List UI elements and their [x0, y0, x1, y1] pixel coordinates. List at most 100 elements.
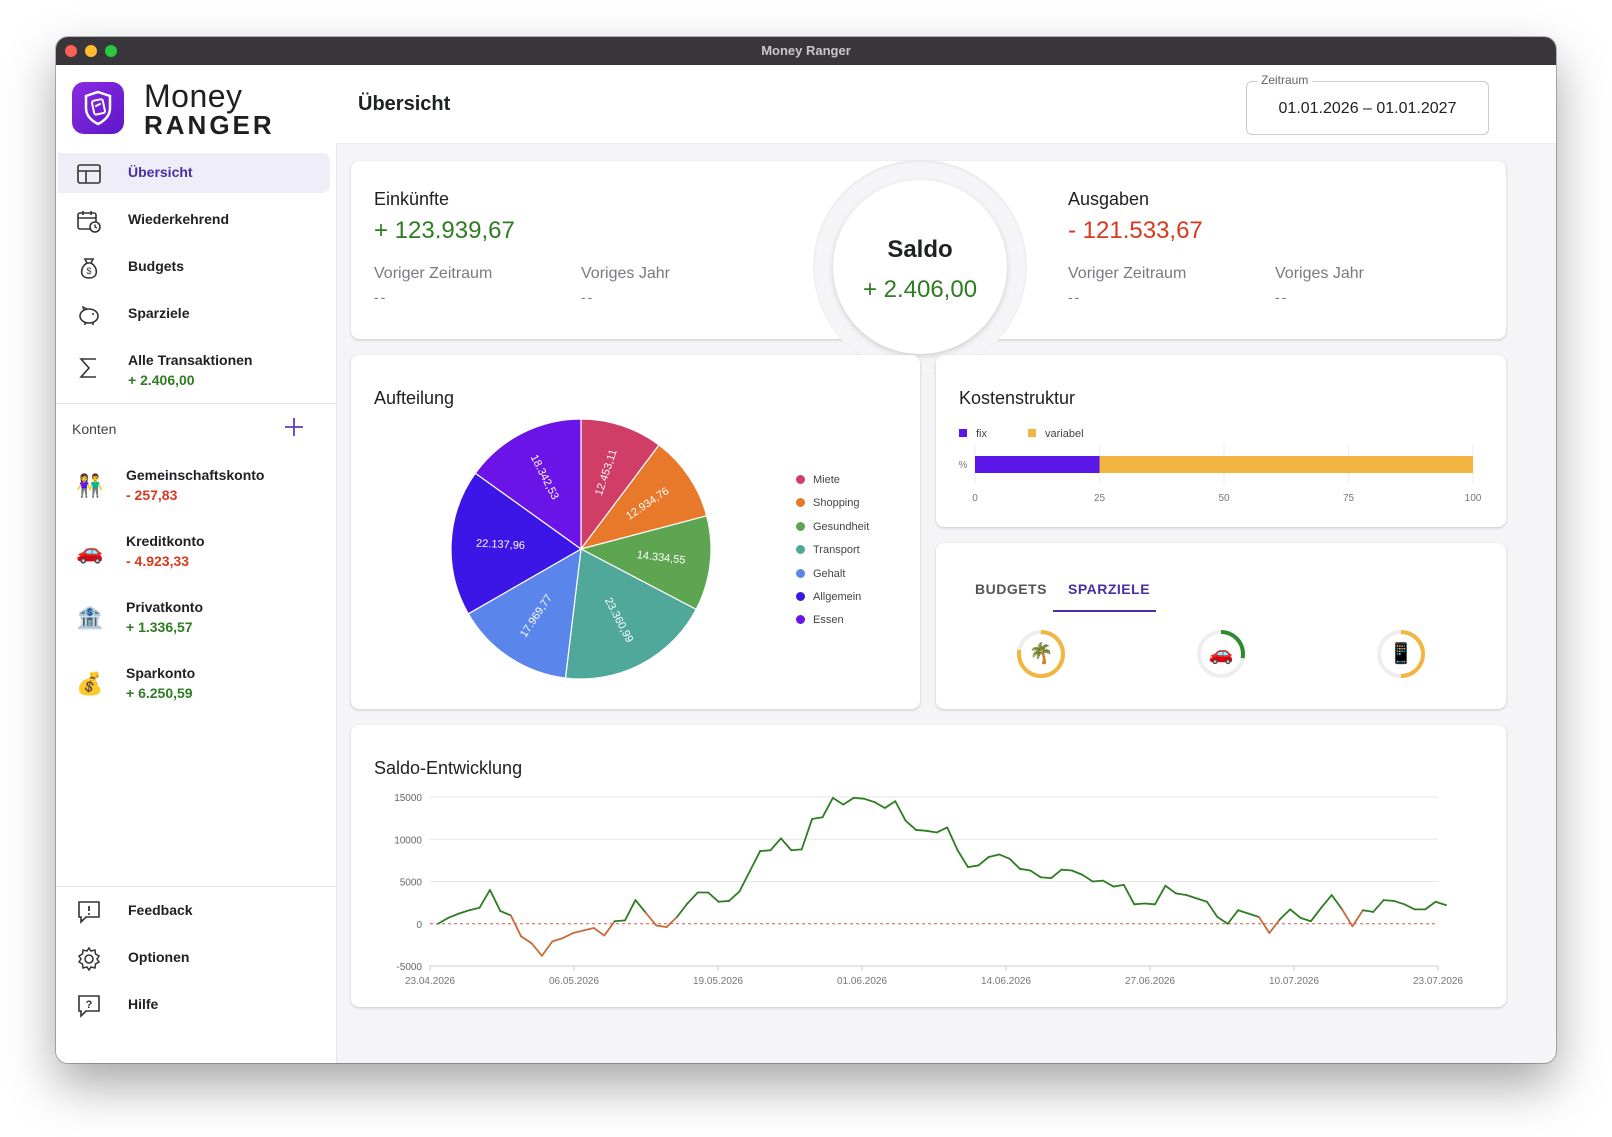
nav-item-budgets[interactable]: $ Budgets: [58, 247, 330, 287]
cost-bar-fix[interactable]: [975, 456, 1100, 473]
nav-item-sparziele[interactable]: Sparziele: [58, 294, 330, 334]
legend-swatch: [959, 429, 967, 437]
minimize-window-button[interactable]: [85, 45, 97, 57]
pie-slice-shopping[interactable]: [579, 444, 708, 551]
expenses-prev-period-value: --: [1068, 289, 1082, 305]
app-logo-icon: [72, 82, 124, 134]
page-title: Übersicht: [358, 93, 451, 115]
tick-label: 50: [1218, 493, 1230, 504]
goal-ring-progress: [1017, 630, 1065, 678]
pie-slice-allgemein[interactable]: [450, 472, 583, 615]
account-item-kreditkonto[interactable]: 🚗 Kreditkonto - 4.923,33: [56, 529, 336, 579]
saldo-line-segment: [1258, 916, 1271, 934]
add-account-icon[interactable]: [282, 415, 306, 439]
saldo-line-segment: [811, 816, 824, 820]
title-bar: Money Ranger: [56, 37, 1556, 65]
income-prev-year-value: --: [581, 289, 595, 305]
saldo-line-segment: [437, 916, 450, 925]
saldo-line-segment: [520, 935, 533, 945]
nav-label: Budgets: [128, 258, 184, 274]
x-tick-label: 19.05.2026: [693, 976, 743, 987]
people-icon: 👫: [76, 473, 104, 498]
savings-goal[interactable]: 📱: [1376, 629, 1426, 679]
saldo-line-segment: [1164, 884, 1177, 895]
x-tick-label: 23.04.2026: [405, 976, 455, 987]
dashboard-icon: [77, 164, 101, 184]
zoom-window-button[interactable]: [105, 45, 117, 57]
saldo-line-segment: [1029, 869, 1042, 879]
saldo-line-segment: [800, 818, 814, 851]
account-item-sparkonto[interactable]: 💰 Sparkonto + 6.250,59: [56, 661, 336, 711]
saldo-chart-title: Saldo-Entwicklung: [374, 758, 523, 778]
pie-slice-miete[interactable]: [580, 418, 660, 551]
nav-item-wiederkehrend[interactable]: Wiederkehrend: [58, 200, 330, 240]
main-content: Übersicht Zeitraum 01.01.2026 – 01.01.20…: [336, 65, 1556, 1063]
nav-label: Alle Transaktionen: [128, 352, 253, 368]
saldo-line-segment: [738, 870, 751, 893]
goal-progress-ring: [1377, 630, 1425, 678]
tab-sparziele[interactable]: SPARZIELE: [1068, 581, 1151, 597]
saldo-line-segment: [572, 929, 585, 934]
svg-text:$: $: [86, 266, 91, 276]
x-tick-label: 27.06.2026: [1125, 976, 1175, 987]
account-item-privatkonto[interactable]: 🏦 Privatkonto + 1.336,57: [56, 595, 336, 645]
legend-swatch: [796, 475, 805, 484]
saldo-line-segment: [769, 837, 782, 852]
nav-item-hilfe[interactable]: ? Hilfe: [58, 985, 330, 1025]
account-name: Privatkonto: [126, 599, 204, 615]
savings-goal[interactable]: 🌴: [1016, 629, 1066, 679]
pie-slice-essen[interactable]: [474, 418, 582, 551]
legend-text: Gehalt: [813, 567, 846, 580]
nav-item-uebersicht[interactable]: Übersicht: [58, 153, 330, 193]
nav-item-feedback[interactable]: Feedback: [58, 891, 330, 931]
saldo-line-segment: [551, 937, 564, 943]
account-item-gemeinschaftskonto[interactable]: 👫 Gemeinschaftskonto - 257,83: [56, 463, 336, 513]
expenses-prev-period-label: Voriger Zeitraum: [1068, 265, 1187, 282]
savings-goal[interactable]: 🚗: [1196, 629, 1246, 679]
saldo-line-segment: [1341, 908, 1354, 928]
saldo-line-segment: [499, 910, 512, 917]
pie-slice-gehalt[interactable]: [467, 547, 582, 679]
close-window-button[interactable]: [65, 45, 77, 57]
recurring-calendar-icon: [77, 211, 101, 233]
saldo-line-segment: [1102, 879, 1115, 888]
saldo-line-segment: [977, 856, 990, 867]
legend-text: Shopping: [813, 497, 860, 510]
legend-swatch: [796, 521, 805, 531]
saldo-line-segment: [561, 932, 574, 940]
period-value: 01.01.2026 – 01.01.2027: [1278, 100, 1457, 117]
saldo-line-segment: [1424, 900, 1437, 911]
pie-slice-transport[interactable]: [564, 548, 697, 680]
saldo-line-segment: [468, 906, 481, 912]
account-balance: + 1.336,57: [126, 619, 193, 635]
kostenstruktur-title: Kostenstruktur: [959, 388, 1076, 408]
aufteilung-title: Aufteilung: [374, 388, 455, 408]
tick-label: 75: [1343, 493, 1355, 504]
saldo-line-segment: [894, 800, 907, 822]
cost-bar-variabel[interactable]: [1099, 456, 1474, 473]
account-name: Kreditkonto: [126, 533, 205, 549]
saldo-line-segment: [1070, 869, 1084, 876]
pie-slice-gesundheit[interactable]: [579, 515, 712, 611]
nav-item-optionen[interactable]: Optionen: [58, 938, 330, 978]
saldo-line-segment: [1278, 908, 1292, 921]
saldo-line-segment: [644, 911, 658, 927]
saldo-circle: Saldo + 2.406,00: [833, 180, 1007, 354]
income-value: + 123.939,67: [374, 217, 515, 244]
nav-item-alle-transaktionen[interactable]: Alle Transaktionen + 2.406,00: [58, 341, 330, 395]
saldo-line-segment: [676, 902, 689, 918]
logo-text-ranger: RANGER: [144, 110, 275, 140]
saldo-line-segment: [1154, 884, 1167, 906]
saldo-line-segment: [1039, 876, 1053, 880]
legend-text: Transport: [813, 544, 860, 557]
svg-text:?: ?: [86, 999, 93, 1011]
expenses-prev-year-label: Voriges Jahr: [1275, 265, 1364, 282]
period-date-field[interactable]: Zeitraum 01.01.2026 – 01.01.2027: [1246, 73, 1489, 135]
saldo-line-segment: [1050, 868, 1063, 880]
goal-emoji-icon: 📱: [1388, 643, 1414, 665]
saldo-line-segment: [582, 927, 595, 932]
tick-label: 0: [972, 493, 978, 504]
saldo-line-segment: [509, 914, 523, 938]
tab-budgets[interactable]: BUDGETS: [975, 581, 1047, 597]
account-balance: - 4.923,33: [126, 553, 190, 569]
